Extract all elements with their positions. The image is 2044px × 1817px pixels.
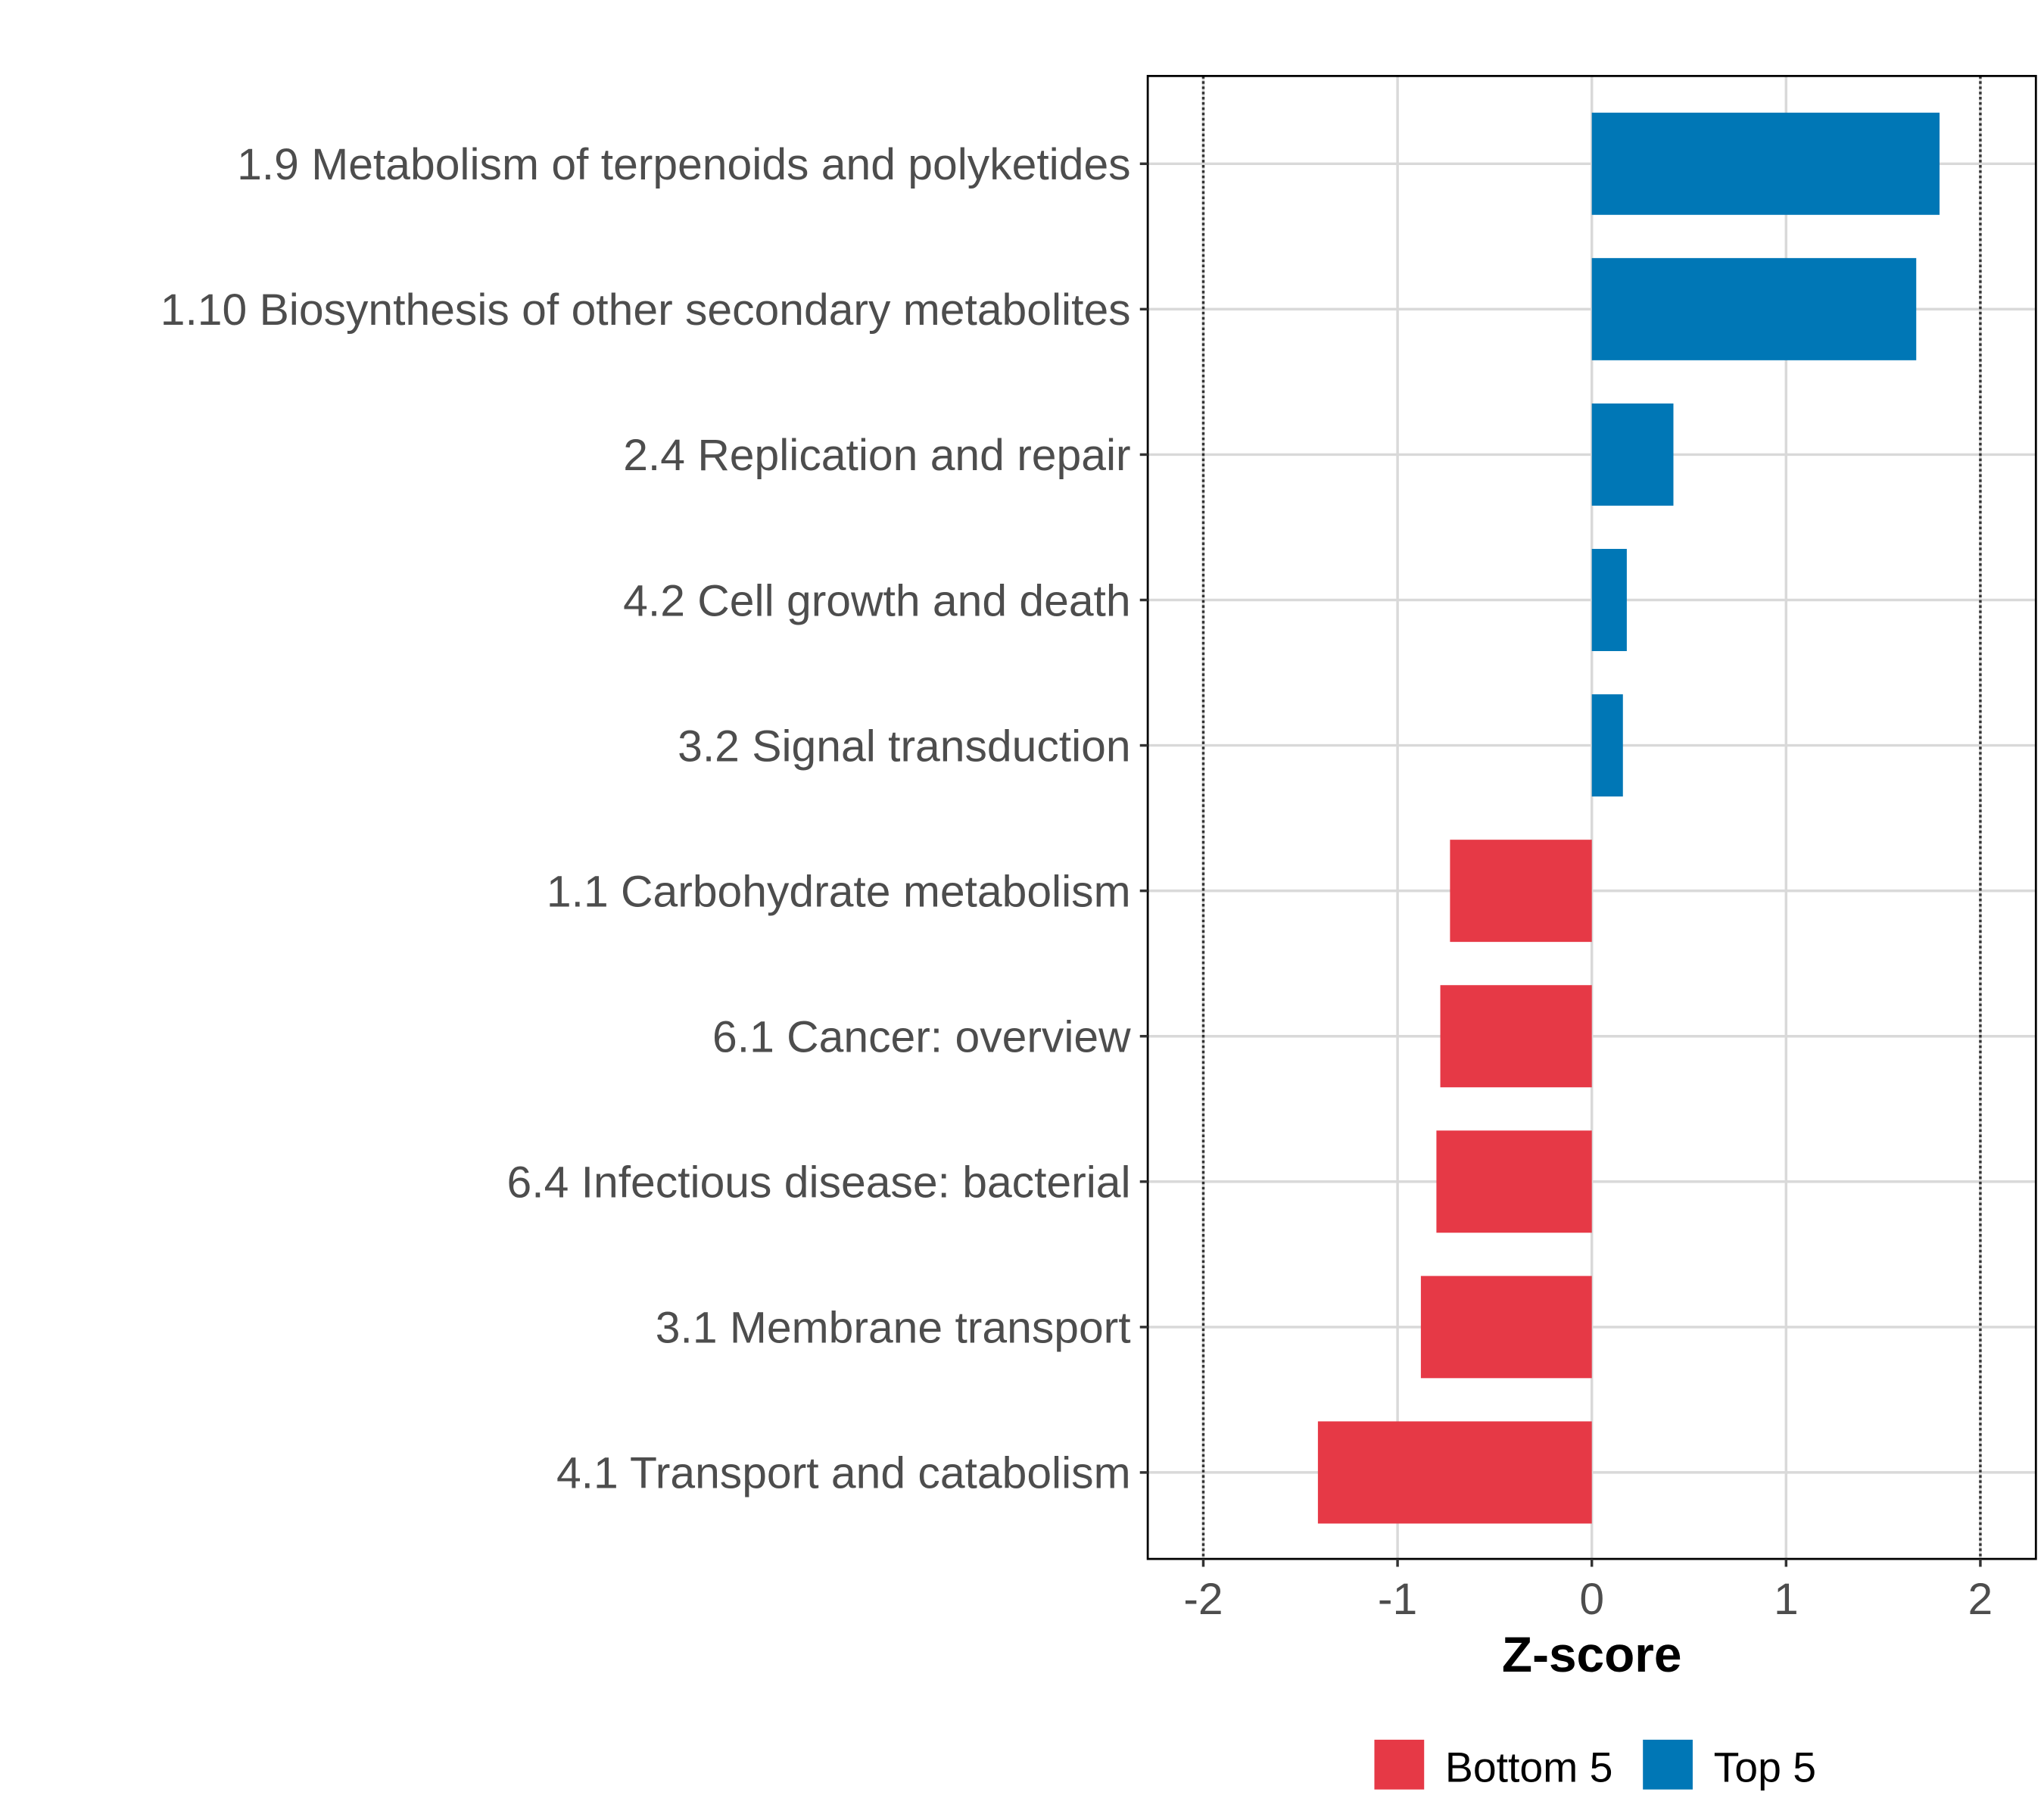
y-tick-label: 3.1 Membrane transport <box>656 1304 1131 1353</box>
bar <box>1317 1421 1592 1524</box>
x-axis-label: Z-score <box>1502 1626 1682 1682</box>
legend-label: Top 5 <box>1714 1744 1816 1791</box>
x-axis: -2 -1 0 1 2 <box>1183 1559 1993 1624</box>
bar <box>1591 112 1940 215</box>
bar <box>1591 694 1623 797</box>
legend-swatch <box>1643 1739 1693 1790</box>
y-tick-label: 6.4 Infectious disease: bacterial <box>507 1158 1131 1208</box>
y-tick-label: 6.1 Cancer: overview <box>712 1012 1131 1061</box>
bars <box>1317 112 1940 1524</box>
y-tick-label: 4.2 Cell growth and death <box>623 576 1130 625</box>
bar <box>1440 985 1592 1088</box>
y-tick-label: 3.2 Signal transduction <box>678 722 1130 771</box>
x-tick-label: 0 <box>1579 1575 1604 1624</box>
y-tick-label: 1.1 Carbohydrate metabolism <box>547 867 1131 916</box>
legend: Bottom 5 Top 5 <box>1374 1739 1816 1791</box>
bar <box>1591 403 1674 506</box>
legend-swatch <box>1374 1739 1425 1790</box>
y-tick-label: 1.10 Biosynthesis of other secondary met… <box>160 285 1131 335</box>
x-tick-label: -1 <box>1378 1575 1417 1624</box>
y-tick-label: 2.4 Replication and repair <box>623 431 1130 480</box>
y-tick-label: 4.1 Transport and catabolism <box>556 1449 1131 1498</box>
bar <box>1591 257 1917 360</box>
x-tick-label: 1 <box>1774 1575 1799 1624</box>
bar <box>1420 1276 1592 1379</box>
x-tick-label: 2 <box>1968 1575 1993 1624</box>
y-axis: 1.9 Metabolism of terpenoids and polyket… <box>160 140 1148 1498</box>
x-tick-label: -2 <box>1183 1575 1223 1624</box>
bar <box>1450 840 1592 943</box>
bar <box>1591 549 1627 651</box>
y-tick-label: 1.9 Metabolism of terpenoids and polyket… <box>237 140 1131 189</box>
legend-label: Bottom 5 <box>1445 1744 1613 1791</box>
bar <box>1436 1130 1592 1233</box>
